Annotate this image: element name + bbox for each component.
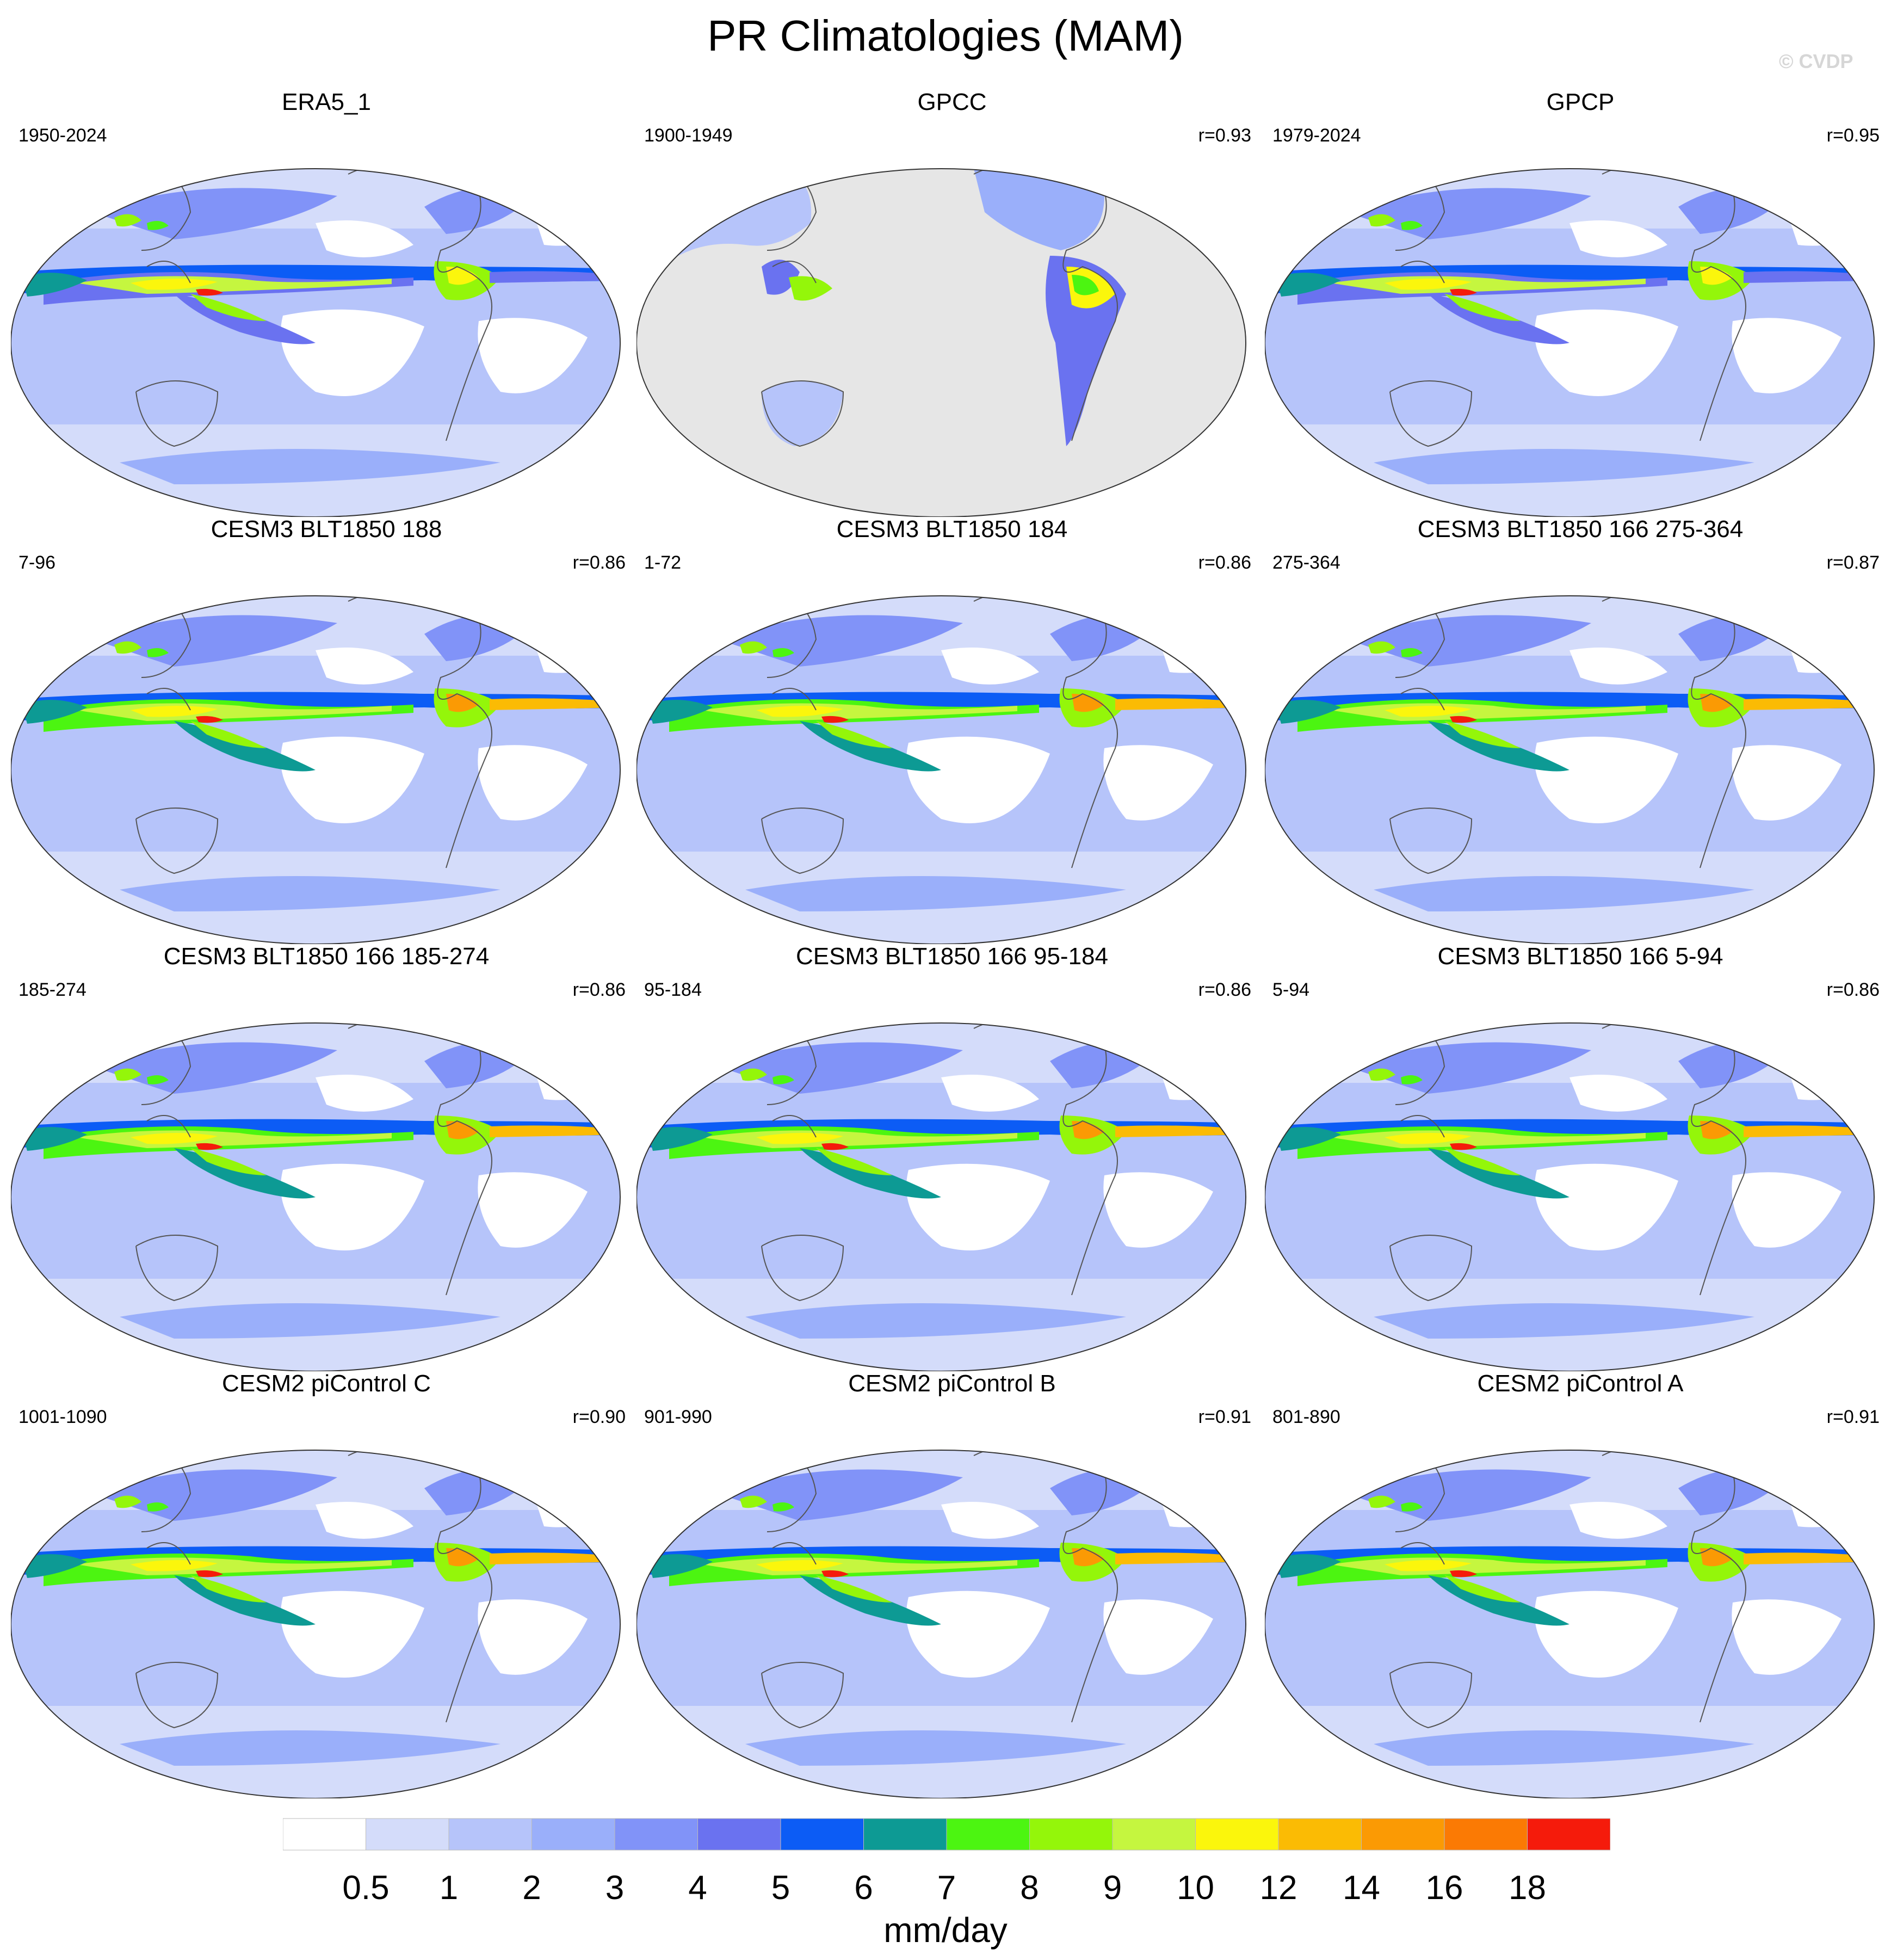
colorbar-label: 8 bbox=[1020, 1869, 1039, 1907]
map-panel: CESM2 piControl A 801-890 r=0.91 bbox=[1265, 1369, 1891, 1798]
panel-years: 801-890 bbox=[1272, 1407, 1340, 1427]
map-plot bbox=[636, 595, 1246, 944]
colorbar-swatch bbox=[366, 1818, 449, 1851]
panel-title: ERA5_1 bbox=[282, 89, 371, 115]
map-panel: CESM2 piControl C 1001-1090 r=0.90 bbox=[11, 1369, 642, 1798]
colorbar-swatch bbox=[1195, 1818, 1279, 1851]
panel-title: CESM3 BLT1850 166 185-274 bbox=[163, 943, 490, 970]
panel-title: CESM3 BLT1850 184 bbox=[836, 516, 1068, 543]
map-panel: CESM3 BLT1850 184 1-72 r=0.86 bbox=[636, 514, 1268, 944]
map-panel: CESM3 BLT1850 166 275-364 275-364 r=0.87 bbox=[1265, 514, 1891, 944]
panel-correlation: r=0.86 bbox=[1198, 552, 1251, 573]
colorbar-label: 12 bbox=[1260, 1869, 1297, 1907]
colorbar-label: 9 bbox=[1103, 1869, 1122, 1907]
colorbar-swatch bbox=[946, 1818, 1030, 1851]
colorbar-label: 6 bbox=[854, 1869, 873, 1907]
colorbar-swatch bbox=[1112, 1818, 1196, 1851]
colorbar-label: 5 bbox=[771, 1869, 790, 1907]
map-panel: ERA5_1 1950-2024 bbox=[11, 87, 642, 517]
colorbar-label: 1 bbox=[440, 1869, 458, 1907]
colorbar-label: 10 bbox=[1177, 1869, 1214, 1907]
colorbar-label: 3 bbox=[605, 1869, 624, 1907]
panel-title: CESM3 BLT1850 188 bbox=[211, 516, 442, 543]
map-plot bbox=[1265, 595, 1875, 944]
colorbar-swatch bbox=[1361, 1818, 1445, 1851]
panel-correlation: r=0.93 bbox=[1198, 125, 1251, 146]
panel-correlation: r=0.86 bbox=[1826, 979, 1880, 1000]
colorbar-swatch bbox=[780, 1818, 864, 1851]
panel-correlation: r=0.91 bbox=[1198, 1407, 1251, 1427]
panel-years: 901-990 bbox=[644, 1407, 712, 1427]
panel-title: CESM3 BLT1850 166 95-184 bbox=[796, 943, 1108, 970]
map-plot bbox=[1265, 168, 1875, 517]
map-panel: CESM2 piControl B 901-990 r=0.91 bbox=[636, 1369, 1268, 1798]
panel-years: 185-274 bbox=[18, 979, 86, 1000]
colorbar: 0.5 1 2 3 4 5 6 7 8 9 10 12 14 16 18 bbox=[283, 1818, 1610, 1907]
panel-years: 1979-2024 bbox=[1272, 125, 1361, 146]
map-panel: GPCP 1979-2024 r=0.95 bbox=[1265, 87, 1891, 517]
map-panel: CESM3 BLT1850 166 95-184 95-184 r=0.86 bbox=[636, 941, 1268, 1371]
colorbar-swatch bbox=[1527, 1818, 1610, 1851]
page-title: PR Climatologies (MAM) bbox=[707, 11, 1184, 60]
colorbar-swatch bbox=[1444, 1818, 1528, 1851]
panel-correlation: r=0.95 bbox=[1826, 125, 1880, 146]
map-plot bbox=[11, 595, 621, 944]
map-panel: GPCC 1900-1949 r=0.93 bbox=[636, 87, 1268, 517]
panel-title: CESM2 piControl A bbox=[1477, 1370, 1684, 1397]
map-plot bbox=[11, 168, 621, 517]
colorbar-label: 2 bbox=[522, 1869, 541, 1907]
panel-title: CESM2 piControl C bbox=[222, 1370, 431, 1397]
panel-years: 275-364 bbox=[1272, 552, 1340, 573]
panel-correlation: r=0.91 bbox=[1826, 1407, 1880, 1427]
colorbar-label: 4 bbox=[688, 1869, 707, 1907]
colorbar-label: 0.5 bbox=[342, 1869, 389, 1907]
map-panel: CESM3 BLT1850 166 5-94 5-94 r=0.86 bbox=[1265, 941, 1891, 1371]
map-plot bbox=[11, 1022, 621, 1371]
map-panel: CESM3 BLT1850 166 185-274 185-274 r=0.86 bbox=[11, 941, 642, 1371]
panel-correlation: r=0.86 bbox=[572, 979, 626, 1000]
panel-years: 1001-1090 bbox=[18, 1407, 107, 1427]
map-panel: CESM3 BLT1850 188 7-96 r=0.86 bbox=[11, 514, 642, 944]
colorbar-swatch bbox=[283, 1818, 366, 1851]
panel-correlation: r=0.86 bbox=[1198, 979, 1251, 1000]
colorbar-label: 16 bbox=[1426, 1869, 1463, 1907]
panel-correlation: r=0.86 bbox=[572, 552, 626, 573]
map-plot bbox=[636, 1022, 1246, 1371]
panel-correlation: r=0.87 bbox=[1826, 552, 1880, 573]
panel-title: CESM3 BLT1850 166 5-94 bbox=[1437, 943, 1723, 970]
panel-years: 1900-1949 bbox=[644, 125, 733, 146]
colorbar-swatch bbox=[532, 1818, 615, 1851]
colorbar-swatch bbox=[1029, 1818, 1113, 1851]
colorbar-label: 14 bbox=[1343, 1869, 1380, 1907]
colorbar-swatch bbox=[863, 1818, 947, 1851]
colorbar-swatch bbox=[614, 1818, 698, 1851]
colorbar-label: 7 bbox=[937, 1869, 956, 1907]
colorbar-swatch bbox=[1278, 1818, 1362, 1851]
colorbar-label: 18 bbox=[1509, 1869, 1546, 1907]
map-plot bbox=[1265, 1450, 1875, 1798]
panel-years: 7-96 bbox=[18, 552, 56, 573]
panel-title: GPCP bbox=[1546, 89, 1615, 115]
map-plot bbox=[636, 1450, 1246, 1798]
panel-years: 1950-2024 bbox=[18, 125, 107, 146]
panel-years: 95-184 bbox=[644, 979, 702, 1000]
panel-title: CESM2 piControl B bbox=[848, 1370, 1056, 1397]
panel-title: GPCC bbox=[917, 89, 987, 115]
panel-years: 1-72 bbox=[644, 552, 682, 573]
colorbar-swatch bbox=[697, 1818, 781, 1851]
colorbar-swatch bbox=[448, 1818, 532, 1851]
panel-title: CESM3 BLT1850 166 275-364 bbox=[1417, 516, 1744, 543]
map-plot bbox=[636, 168, 1246, 517]
panel-years: 5-94 bbox=[1272, 979, 1310, 1000]
map-plot bbox=[1265, 1022, 1875, 1371]
map-plot bbox=[11, 1450, 621, 1798]
panel-correlation: r=0.90 bbox=[572, 1407, 626, 1427]
colorbar-units: mm/day bbox=[883, 1910, 1008, 1950]
credit-watermark: © CVDP bbox=[1779, 50, 1853, 72]
